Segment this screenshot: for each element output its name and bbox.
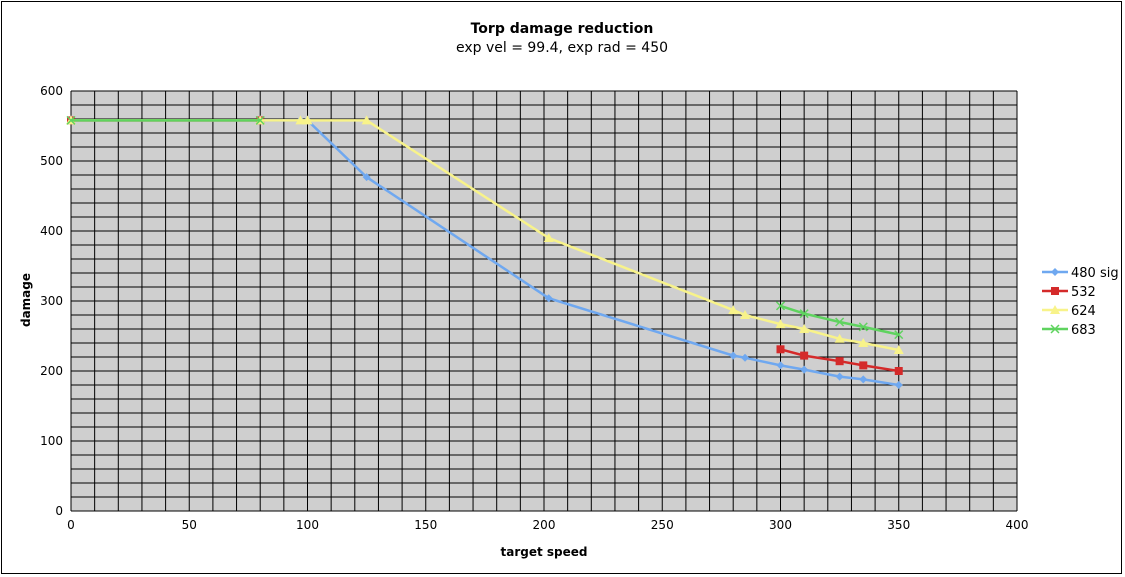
data-point [775,301,786,311]
y-tick-label: 400 [40,224,63,238]
chart-subtitle: exp vel = 99.4, exp rad = 450 [456,40,668,56]
x-tick-label: 350 [887,518,910,532]
x-tick-label: 0 [67,518,75,532]
data-point [835,357,844,366]
data-point [835,372,844,381]
chart-title: Torp damage reduction [471,21,654,37]
data-point [741,353,750,362]
y-tick-label: 100 [40,434,63,448]
y-tick-label: 200 [40,364,63,378]
data-point [893,345,904,354]
data-point [776,345,785,354]
data-point [361,115,372,125]
legend-label: 480 sig [1071,266,1119,281]
data-point [894,367,903,375]
data-point [775,319,786,329]
data-point [66,115,76,125]
x-tick-label: 200 [533,518,556,532]
legend-marker [1050,324,1060,334]
legend-marker [1050,305,1060,314]
data-point [859,375,868,384]
data-point [302,115,313,125]
data-point [894,381,903,389]
y-tick-label: 0 [55,504,63,518]
x-tick-label: 150 [414,518,437,532]
legend-marker [1051,287,1059,295]
legend-label: 683 [1071,323,1096,338]
data-point [859,361,868,370]
data-point [255,115,265,125]
data-point [728,305,739,315]
data-point [858,338,869,347]
x-tick-label: 250 [651,518,674,532]
data-point [835,317,845,327]
data-point [799,309,809,319]
data-point [729,351,738,360]
data-point [834,333,845,343]
y-axis-label: damage [19,273,33,327]
data-point [894,330,904,340]
y-tick-label: 600 [40,84,63,98]
x-tick-label: 300 [769,518,792,532]
data-point [858,322,868,332]
y-tick-label: 500 [40,154,63,168]
data-point [295,115,306,125]
x-axis-label: target speed [501,545,588,559]
legend-label: 532 [1071,285,1096,300]
x-tick-label: 400 [1006,518,1029,532]
data-point [544,294,553,303]
y-tick-label: 300 [40,294,63,308]
data-point [800,365,809,374]
legend-marker [1051,268,1059,276]
data-point [800,351,809,360]
x-tick-label: 100 [296,518,319,532]
data-point [776,361,785,370]
data-point [362,173,371,182]
data-point [543,233,554,242]
x-tick-label: 50 [182,518,197,532]
legend-label: 624 [1071,304,1096,319]
data-point [799,324,810,333]
data-point [740,310,751,319]
